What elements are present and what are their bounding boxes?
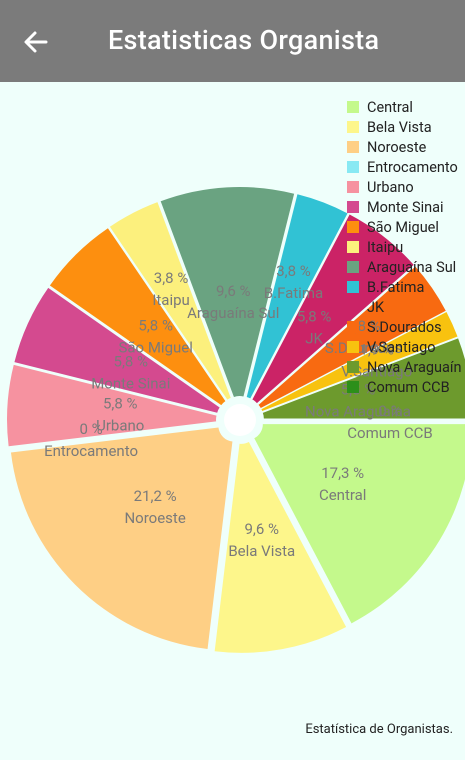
pie-slice-monte-sinai[interactable] bbox=[14, 287, 220, 413]
legend-label: Entrocamento bbox=[367, 159, 458, 176]
slice-value-label: 5,8 % bbox=[114, 352, 149, 370]
legend-item: Araguaína Sul bbox=[345, 259, 465, 279]
pie-slice-itaipu[interactable] bbox=[109, 202, 231, 400]
legend-item: V.Santiago bbox=[345, 339, 465, 359]
legend-label: Comum CCB bbox=[367, 379, 450, 396]
back-arrow-icon[interactable] bbox=[18, 24, 54, 60]
legend-label: Araguaína Sul bbox=[367, 259, 457, 276]
legend-swatch bbox=[347, 201, 359, 213]
slice-name-label: Central bbox=[319, 486, 367, 504]
legend-label: Nova Araguaín bbox=[367, 359, 462, 376]
slice-value-label: 5,8 % bbox=[138, 317, 173, 335]
legend-item: Nova Araguaín bbox=[345, 359, 465, 379]
slice-name-label: S.Dourados bbox=[325, 339, 402, 357]
legend-item: Bela Vista bbox=[345, 119, 465, 139]
slice-name-label: JK bbox=[305, 330, 323, 348]
legend-item: Noroeste bbox=[345, 139, 465, 159]
legend-swatch bbox=[347, 181, 359, 193]
legend: Central Bela Vista Noroeste Entrocamento Urb… bbox=[345, 99, 465, 399]
pie-slice-noroeste[interactable] bbox=[10, 427, 233, 650]
legend-item: Central bbox=[345, 99, 465, 119]
legend-item: São Miguel bbox=[345, 219, 465, 239]
legend-label: Monte Sinai bbox=[367, 199, 444, 216]
legend-swatch bbox=[347, 121, 359, 133]
legend-label: Central bbox=[367, 99, 413, 116]
legend-swatch bbox=[347, 161, 359, 173]
slice-value-label: 3,8 % bbox=[154, 269, 189, 287]
slice-name-label: Araguaína Sul bbox=[187, 304, 279, 322]
legend-label: JK bbox=[367, 299, 385, 316]
legend-swatch bbox=[347, 281, 359, 293]
slice-name-label: Entrocamento bbox=[44, 442, 138, 460]
slice-value-label: 9,6 % bbox=[216, 282, 251, 300]
legend-item: Entrocamento bbox=[345, 159, 465, 179]
slice-value-label: 5,8 % bbox=[297, 308, 332, 326]
legend-swatch bbox=[347, 361, 359, 373]
slice-value-label: 5,8 % bbox=[103, 394, 138, 412]
slice-name-label: Itaipu bbox=[152, 291, 190, 309]
legend-label: S.Dourados bbox=[367, 319, 442, 336]
legend-label: Bela Vista bbox=[367, 119, 432, 136]
slice-value-label: 0 % bbox=[378, 402, 401, 420]
slice-name-label: São Miguel bbox=[118, 339, 192, 357]
legend-swatch bbox=[347, 321, 359, 333]
legend-label: V.Santiago bbox=[367, 339, 436, 356]
slice-name-label: Urbano bbox=[96, 416, 144, 434]
legend-item: Comum CCB bbox=[345, 379, 465, 399]
slice-value-label: 21,2 % bbox=[134, 487, 177, 505]
slice-value-label: 1,9 % bbox=[359, 340, 394, 358]
page-title: Estatisticas Organista bbox=[108, 24, 380, 56]
pie-slice-jk[interactable] bbox=[252, 214, 414, 404]
slice-value-label: 3,8 % bbox=[276, 262, 311, 280]
pie-slice-bela-vista[interactable] bbox=[214, 442, 347, 653]
slice-name-label: Bela Vista bbox=[228, 542, 295, 560]
legend-item: Monte Sinai bbox=[345, 199, 465, 219]
slice-value-label: 17,3 % bbox=[321, 464, 364, 482]
legend-swatch bbox=[347, 301, 359, 313]
pie-slice-araguaina-sul[interactable] bbox=[160, 187, 295, 398]
pie-slice-b-fatima[interactable] bbox=[246, 194, 348, 399]
legend-label: Noroeste bbox=[367, 139, 427, 156]
slice-name-label: Monte Sinai bbox=[91, 374, 170, 392]
pie-slice-nova-araguaina[interactable] bbox=[262, 338, 465, 419]
legend-item: JK bbox=[345, 299, 465, 319]
legend-swatch bbox=[347, 241, 359, 253]
legend-label: Itaipu bbox=[367, 239, 404, 256]
legend-swatch bbox=[347, 101, 359, 113]
pie-slice-sao-miguel[interactable] bbox=[49, 228, 226, 406]
slice-name-label: Nova Araguaína bbox=[305, 402, 411, 420]
legend-item: Itaipu bbox=[345, 239, 465, 259]
legend-swatch bbox=[347, 261, 359, 273]
app-bar: Estatisticas Organista bbox=[0, 0, 465, 82]
pie-slice-central[interactable] bbox=[254, 424, 465, 624]
pie-slice-s-dourados[interactable] bbox=[258, 266, 446, 409]
legend-swatch bbox=[347, 341, 359, 353]
legend-label: São Miguel bbox=[367, 219, 439, 236]
legend-label: Urbano bbox=[367, 179, 414, 196]
legend-item: Urbano bbox=[345, 179, 465, 199]
chart-description: Estatística de Organistas. bbox=[305, 722, 453, 737]
pie-center-hole bbox=[224, 404, 256, 436]
pie-slice-v-santiago[interactable] bbox=[261, 312, 458, 412]
slice-name-label: Noroeste bbox=[124, 509, 185, 527]
legend-swatch bbox=[347, 141, 359, 153]
legend-swatch bbox=[347, 381, 359, 393]
pie-chart: 17,3 % Central 9,6 % Bela Vista 21,2 % Noroes… bbox=[7, 187, 465, 653]
legend-item: B.Fatima bbox=[345, 279, 465, 299]
pie-slice-urbano[interactable] bbox=[7, 364, 217, 447]
legend-swatch bbox=[347, 221, 359, 233]
slice-value-label: 0 % bbox=[79, 420, 102, 438]
slice-value-label: 9,6 % bbox=[244, 520, 279, 538]
legend-label: B.Fatima bbox=[367, 279, 425, 296]
slice-name-label: B.Fatima bbox=[264, 284, 323, 302]
slice-name-label: Comum CCB bbox=[347, 424, 433, 442]
legend-item: S.Dourados bbox=[345, 319, 465, 339]
